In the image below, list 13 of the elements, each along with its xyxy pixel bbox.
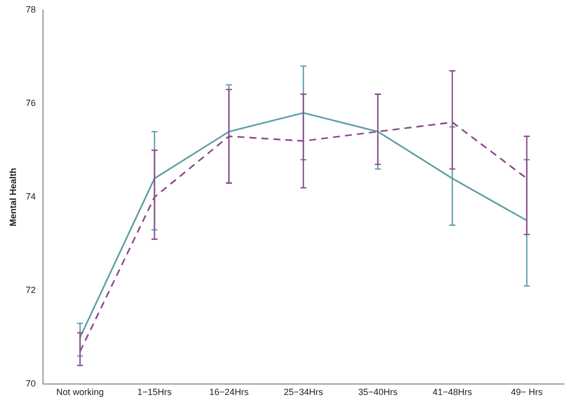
x-tick-label: 35−40Hrs [358,387,398,398]
x-tick-label: 25−34Hrs [284,387,324,398]
x-tick-label: 49− Hrs [510,387,544,398]
x-tick-label: Not working [56,387,104,398]
y-axis-title: Mental Health [8,168,18,226]
x-tick-label: 16−24Hrs [209,387,250,398]
y-tick-label: 78 [26,4,36,14]
x-tick-label: 41−48Hrs [432,387,472,398]
x-tick-label: 1−15Hrs [137,387,172,398]
y-tick-label: 74 [26,192,36,202]
y-tick-label: 70 [26,378,36,389]
y-tick-label: 72 [26,285,36,296]
y-tick-label: 76 [26,98,36,108]
